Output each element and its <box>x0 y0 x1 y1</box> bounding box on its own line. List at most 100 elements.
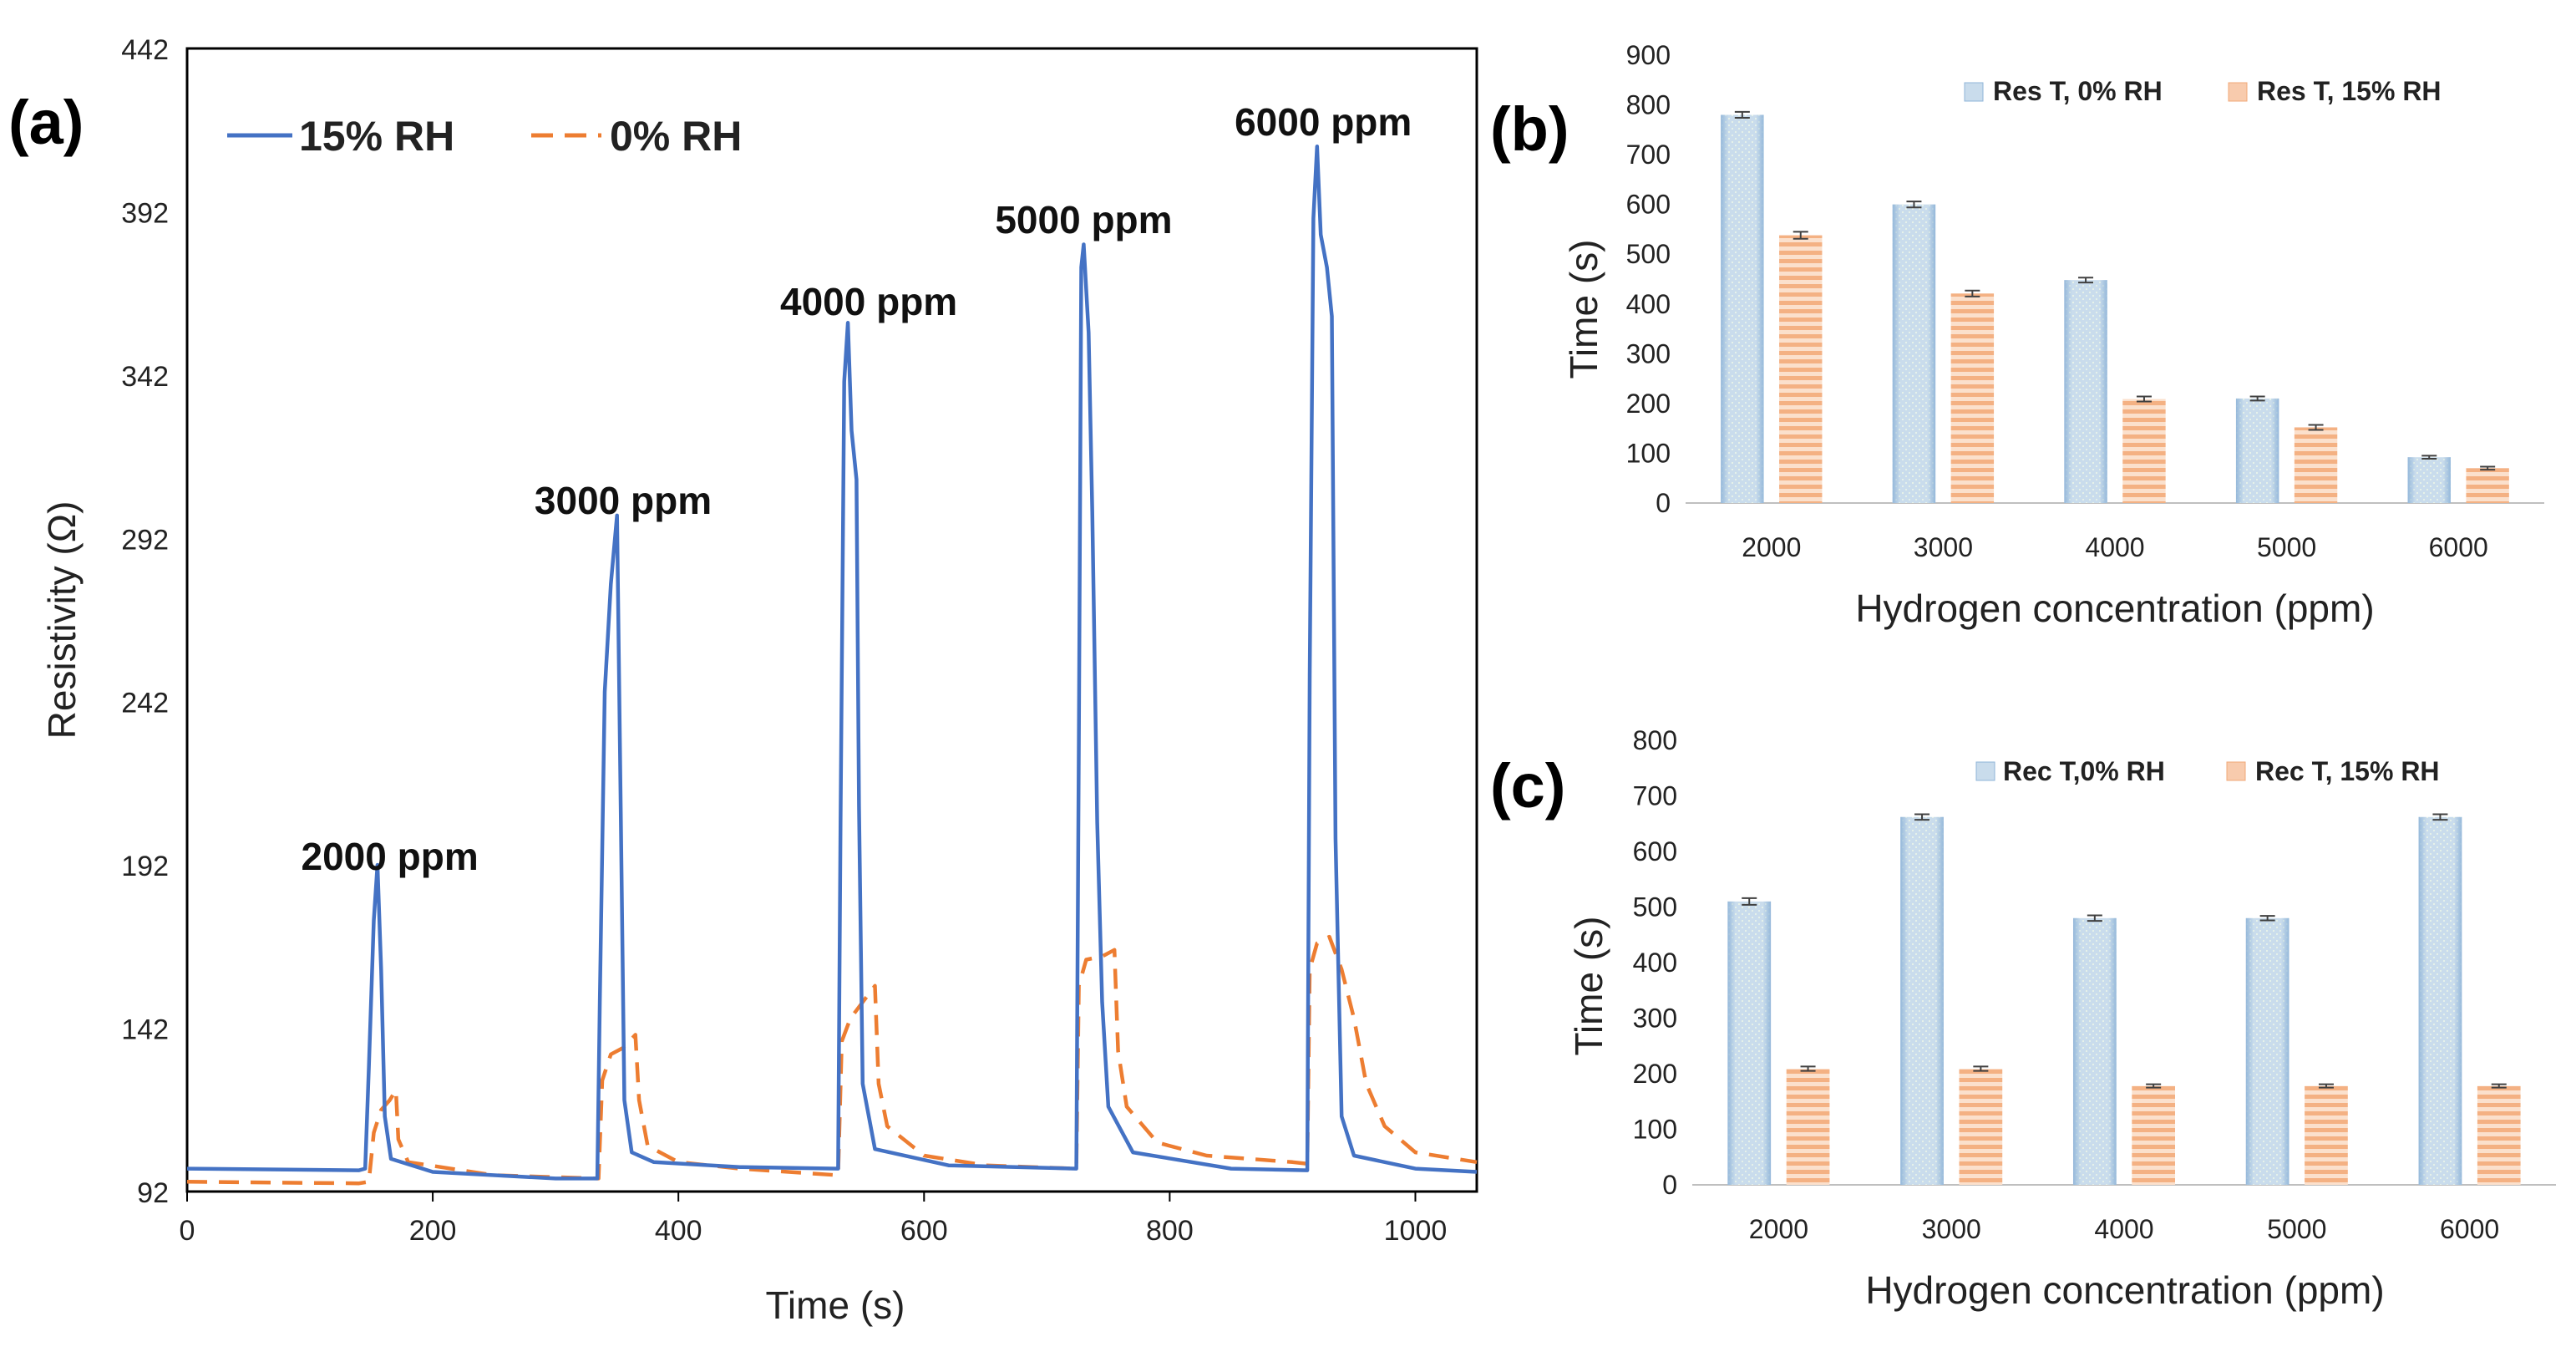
legend-label-0rh: 0% RH <box>610 113 742 160</box>
bar-b-15rh-6000 <box>2466 468 2509 503</box>
panel-a-x-axis-title: Time (s) <box>766 1283 905 1327</box>
panel-b-x-axis-title: Hydrogen concentration (ppm) <box>1855 587 2374 630</box>
bar-edge-c-4000 <box>2072 917 2117 1185</box>
panel-c-bars <box>1727 813 2521 1185</box>
panel-c-y-tick-label: 500 <box>1633 892 1677 922</box>
annotation-2000-ppm: 2000 ppm <box>302 835 479 878</box>
bar-edge-b-2000 <box>1721 114 1764 503</box>
panel-c-y-ticks: 0 100 200 300 400 500 600 700 800 <box>1633 725 1677 1200</box>
legend-label-rec-15rh: Rec T, 15% RH <box>2255 756 2440 786</box>
bar-b-15rh-3000 <box>1950 293 1995 503</box>
panel-a-y-tick-label: 192 <box>121 851 169 882</box>
bar-edge-c-2000 <box>1727 901 1772 1185</box>
panel-c-y-tick-label: 700 <box>1633 781 1677 811</box>
panel-c-y-tick-label: 600 <box>1633 836 1677 866</box>
annotation-3000-ppm: 3000 ppm <box>535 479 712 522</box>
panel-b-x-ticks: 2000 3000 4000 5000 6000 <box>1742 532 2488 562</box>
legend-label-15rh: 15% RH <box>299 113 454 160</box>
annotation-5000-ppm: 5000 ppm <box>995 198 1172 241</box>
panel-b-y-tick-label: 100 <box>1626 438 1671 468</box>
panel-a-x-tick-label: 0 <box>180 1215 195 1247</box>
bar-b-15rh-4000 <box>2122 399 2166 503</box>
panel-a-y-axis-title: Resistivity (Ω) <box>40 501 84 739</box>
bar-b-15rh-5000 <box>2294 427 2338 503</box>
panel-b-x-tick-label: 6000 <box>2429 532 2488 562</box>
panel-a-y-tick-label: 92 <box>137 1177 169 1209</box>
panel-c-y-axis-title: Time (s) <box>1567 917 1610 1056</box>
panel-a-annotations: 2000 ppm 3000 ppm 4000 ppm 5000 ppm 6000 ppm <box>302 100 1412 878</box>
panel-c-y-tick-label: 100 <box>1633 1115 1677 1145</box>
panel-a-x-tick-label: 1000 <box>1384 1215 1448 1247</box>
panel-b-y-tick-label: 400 <box>1626 289 1671 319</box>
panel-a-x-tick-label: 200 <box>409 1215 457 1247</box>
legend-swatch-res-15rh <box>2228 82 2248 102</box>
series-line-0rh <box>186 934 1478 1186</box>
bar-edge-c-6000 <box>2418 816 2462 1185</box>
panel-b-y-axis-title: Time (s) <box>1562 240 1605 379</box>
panel-b-y-ticks: 0 100 200 300 400 500 600 700 800 900 <box>1626 40 1671 518</box>
panel-a-label: (a) <box>8 88 84 157</box>
panel-c-x-ticks: 2000 3000 4000 5000 6000 <box>1749 1214 2499 1244</box>
panel-b-y-tick-label: 600 <box>1626 190 1671 220</box>
bar-edge-b-4000 <box>2064 280 2107 503</box>
bar-c-15rh-4000 <box>2132 1085 2176 1185</box>
bar-edge-b-3000 <box>1892 204 1936 503</box>
panel-a-x-tick-label: 600 <box>900 1215 948 1247</box>
panel-b-legend: Res T, 0% RH Res T, 15% RH <box>1964 76 2442 106</box>
bar-c-15rh-2000 <box>1786 1069 1830 1185</box>
panel-a-legend: 15% RH 0% RH <box>227 113 742 160</box>
panel-c-y-tick-label: 800 <box>1633 725 1677 755</box>
panel-c-x-axis-title: Hydrogen concentration (ppm) <box>1865 1268 2384 1312</box>
panel-b-y-tick-label: 500 <box>1626 239 1671 269</box>
bar-b-15rh-2000 <box>1779 235 1823 503</box>
panel-b-bar-chart: (b) 0 100 200 300 400 500 600 700 800 900 2000 300… <box>1490 40 2544 630</box>
panel-c-x-tick-label: 5000 <box>2267 1214 2326 1244</box>
panel-b-y-tick-label: 300 <box>1626 338 1671 368</box>
annotation-4000-ppm: 4000 ppm <box>780 280 957 323</box>
panel-c-y-tick-label: 0 <box>1662 1170 1677 1200</box>
bar-c-15rh-5000 <box>2305 1085 2348 1185</box>
panel-a-y-tick-label: 342 <box>121 361 169 393</box>
bar-edge-b-5000 <box>2235 398 2279 503</box>
bar-c-15rh-6000 <box>2477 1085 2521 1185</box>
panel-c-y-tick-label: 300 <box>1633 1004 1677 1034</box>
legend-label-res-0rh: Res T, 0% RH <box>1993 76 2163 106</box>
panel-a-y-tick-label: 242 <box>121 688 169 719</box>
panel-b-x-tick-label: 3000 <box>1914 532 1973 562</box>
series-line-15rh <box>186 145 1478 1181</box>
panel-c-x-tick-label: 3000 <box>1922 1214 1981 1244</box>
bar-edge-c-5000 <box>2245 917 2289 1185</box>
panel-c-y-tick-label: 400 <box>1633 948 1677 978</box>
panel-c-label: (c) <box>1490 751 1565 821</box>
legend-swatch-res-0rh <box>1964 82 1984 102</box>
panel-a-line-chart: (a) 92 142 192 242 292 342 392 442 0 200 400 600 80… <box>8 34 1478 1327</box>
panel-a-x-tick-label: 800 <box>1146 1215 1194 1247</box>
legend-swatch-rec-15rh <box>2226 761 2246 781</box>
panel-c-x-tick-label: 2000 <box>1749 1214 1808 1244</box>
legend-label-res-15rh: Res T, 15% RH <box>2257 76 2442 106</box>
panel-c-x-tick-label: 4000 <box>2094 1214 2153 1244</box>
panel-b-y-tick-label: 800 <box>1626 90 1671 120</box>
panel-b-label: (b) <box>1490 94 1569 164</box>
annotation-6000-ppm: 6000 ppm <box>1235 100 1412 144</box>
bar-edge-b-6000 <box>2407 457 2451 503</box>
legend-swatch-rec-0rh <box>1975 761 1995 781</box>
panel-b-x-tick-label: 2000 <box>1742 532 1801 562</box>
panel-c-x-tick-label: 6000 <box>2440 1214 2499 1244</box>
legend-label-rec-0rh: Rec T,0% RH <box>2003 756 2165 786</box>
bar-c-15rh-3000 <box>1959 1069 2003 1185</box>
panel-a-y-tick-label: 442 <box>121 34 169 66</box>
panel-a-x-tick-label: 400 <box>655 1215 702 1247</box>
panel-a-series-group <box>186 145 1478 1186</box>
panel-a-y-tick-label: 292 <box>121 524 169 556</box>
panel-b-y-tick-label: 200 <box>1626 389 1671 419</box>
panel-c-bar-chart: (c) 0 100 200 300 400 500 600 700 800 2000 3000 40… <box>1490 725 2556 1312</box>
panel-b-y-tick-label: 900 <box>1626 40 1671 70</box>
panel-a-y-tick-label: 142 <box>121 1014 169 1046</box>
panel-c-legend: Rec T,0% RH Rec T, 15% RH <box>1975 756 2440 786</box>
panel-a-y-ticks: 92 142 192 242 292 342 392 442 <box>121 34 169 1209</box>
bar-edge-c-3000 <box>1900 816 1944 1185</box>
panel-a-y-tick-label: 392 <box>121 197 169 229</box>
panel-b-y-tick-label: 700 <box>1626 140 1671 170</box>
